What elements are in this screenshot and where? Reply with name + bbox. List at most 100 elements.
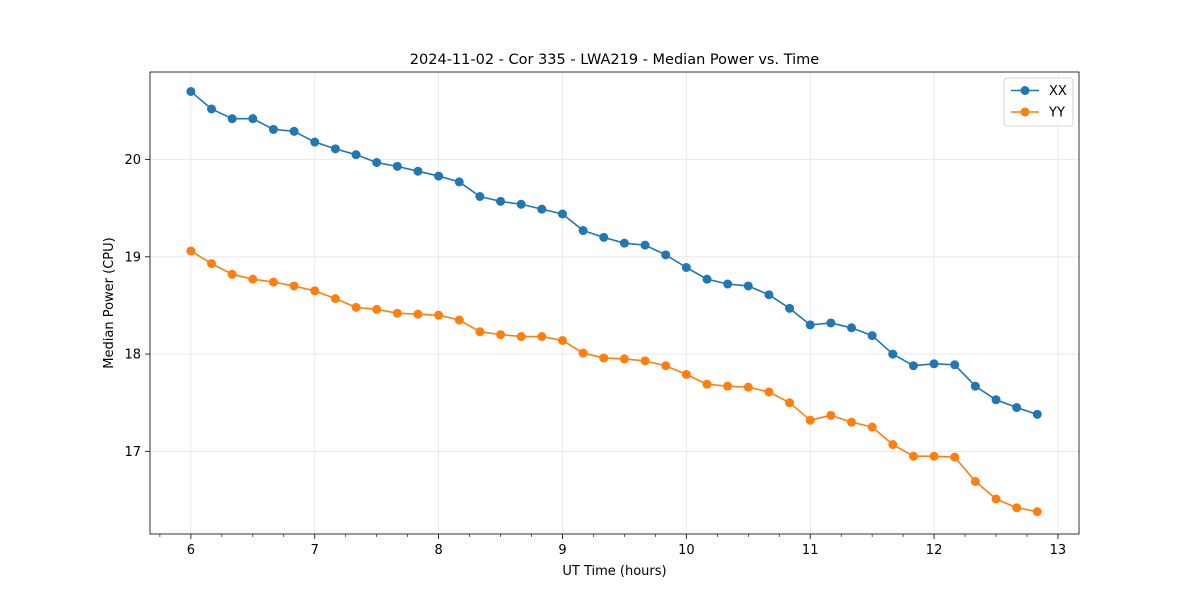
data-point-yy xyxy=(681,369,691,379)
data-point-xx xyxy=(723,279,733,289)
data-point-xx xyxy=(702,274,712,284)
data-point-yy xyxy=(207,259,217,269)
x-tick-label: 10 xyxy=(678,543,695,558)
data-point-xx xyxy=(268,124,278,134)
data-point-yy xyxy=(743,382,753,392)
chart-title: 2024-11-02 - Cor 335 - LWA219 - Median P… xyxy=(410,52,819,68)
data-point-yy xyxy=(475,327,485,337)
data-point-yy xyxy=(661,361,671,371)
data-point-xx xyxy=(475,191,485,201)
y-axis-label: Median Power (CPU) xyxy=(102,237,117,368)
data-point-yy xyxy=(970,476,980,486)
data-point-xx xyxy=(640,240,650,250)
x-tick-label: 12 xyxy=(926,543,943,558)
data-point-yy xyxy=(413,309,423,319)
x-tick-label: 11 xyxy=(802,543,819,558)
x-axis-label: UT Time (hours) xyxy=(562,564,666,579)
y-tick-label: 20 xyxy=(124,153,141,168)
y-tick-label: 19 xyxy=(124,250,141,265)
data-point-xx xyxy=(743,281,753,291)
data-point-yy xyxy=(268,277,278,287)
data-point-yy xyxy=(248,274,258,284)
data-point-yy xyxy=(764,387,774,397)
data-point-xx xyxy=(413,166,423,176)
data-point-xx xyxy=(392,161,402,171)
data-point-yy xyxy=(351,302,361,312)
data-point-yy xyxy=(723,381,733,391)
data-point-xx xyxy=(330,144,340,154)
data-point-yy xyxy=(434,310,444,320)
axes: 6 7 8 9 10 11 12 13 17 18 19 20 xyxy=(124,153,1066,558)
data-point-yy xyxy=(310,286,320,296)
data-point-yy xyxy=(578,348,588,358)
data-point-xx xyxy=(434,171,444,181)
data-point-xx xyxy=(805,320,815,330)
legend-marker-xx xyxy=(1020,86,1030,95)
data-point-xx xyxy=(310,137,320,147)
data-point-xx xyxy=(867,331,877,341)
data-point-yy xyxy=(867,422,877,432)
data-point-yy xyxy=(929,451,939,461)
data-point-yy xyxy=(640,356,650,366)
legend: XX YY xyxy=(1003,77,1074,127)
data-point-xx xyxy=(950,360,960,370)
data-point-xx xyxy=(1012,403,1022,413)
x-tick-label: 13 xyxy=(1050,543,1067,558)
data-point-xx xyxy=(454,177,464,187)
x-tick-label: 6 xyxy=(187,543,195,558)
data-point-yy xyxy=(516,332,526,342)
data-point-yy xyxy=(826,410,836,420)
plot-frame xyxy=(149,71,1080,535)
data-point-xx xyxy=(227,114,237,124)
data-point-xx xyxy=(929,359,939,369)
data-point-xx xyxy=(516,199,526,209)
y-tick-label: 18 xyxy=(124,348,141,363)
data-point-xx xyxy=(661,250,671,260)
data-point-yy xyxy=(702,379,712,389)
data-point-xx xyxy=(908,361,918,371)
x-tick-label: 7 xyxy=(311,543,319,558)
data-point-yy xyxy=(599,353,609,363)
data-point-xx xyxy=(764,290,774,300)
x-tick-label: 9 xyxy=(558,543,566,558)
data-point-xx xyxy=(681,262,691,272)
data-point-xx xyxy=(599,232,609,242)
data-point-yy xyxy=(496,330,506,340)
y-tick-label: 17 xyxy=(124,445,141,460)
data-point-yy xyxy=(785,398,795,408)
data-point-xx xyxy=(826,318,836,328)
data-point-yy xyxy=(186,246,196,256)
x-tick-label: 8 xyxy=(434,543,442,558)
data-point-xx xyxy=(991,395,1001,405)
data-point-xx xyxy=(351,150,361,160)
data-point-yy xyxy=(537,332,547,342)
legend-marker-yy xyxy=(1020,107,1030,117)
data-point-xx xyxy=(846,323,856,333)
data-point-xx xyxy=(1032,409,1042,419)
data-point-yy xyxy=(454,315,464,325)
data-point-yy xyxy=(1032,507,1042,517)
data-point-yy xyxy=(950,452,960,462)
data-point-yy xyxy=(991,494,1001,504)
data-point-yy xyxy=(888,440,898,450)
data-point-xx xyxy=(888,349,898,359)
data-point-yy xyxy=(372,304,382,314)
data-point-xx xyxy=(578,226,588,236)
data-point-xx xyxy=(537,204,547,214)
data-point-yy xyxy=(289,281,299,291)
data-point-xx xyxy=(619,238,629,248)
data-point-yy xyxy=(805,415,815,425)
data-point-xx xyxy=(289,126,299,136)
data-point-yy xyxy=(619,354,629,364)
data-point-xx xyxy=(372,157,382,167)
data-point-xx xyxy=(496,196,506,206)
legend-label-yy: YY xyxy=(1048,106,1065,121)
data-point-xx xyxy=(785,303,795,313)
data-point-yy xyxy=(908,451,918,461)
legend-label-xx: XX xyxy=(1049,84,1067,99)
data-point-yy xyxy=(846,417,856,427)
series-group xyxy=(186,86,1042,517)
data-point-yy xyxy=(392,308,402,318)
data-point-yy xyxy=(557,335,567,345)
